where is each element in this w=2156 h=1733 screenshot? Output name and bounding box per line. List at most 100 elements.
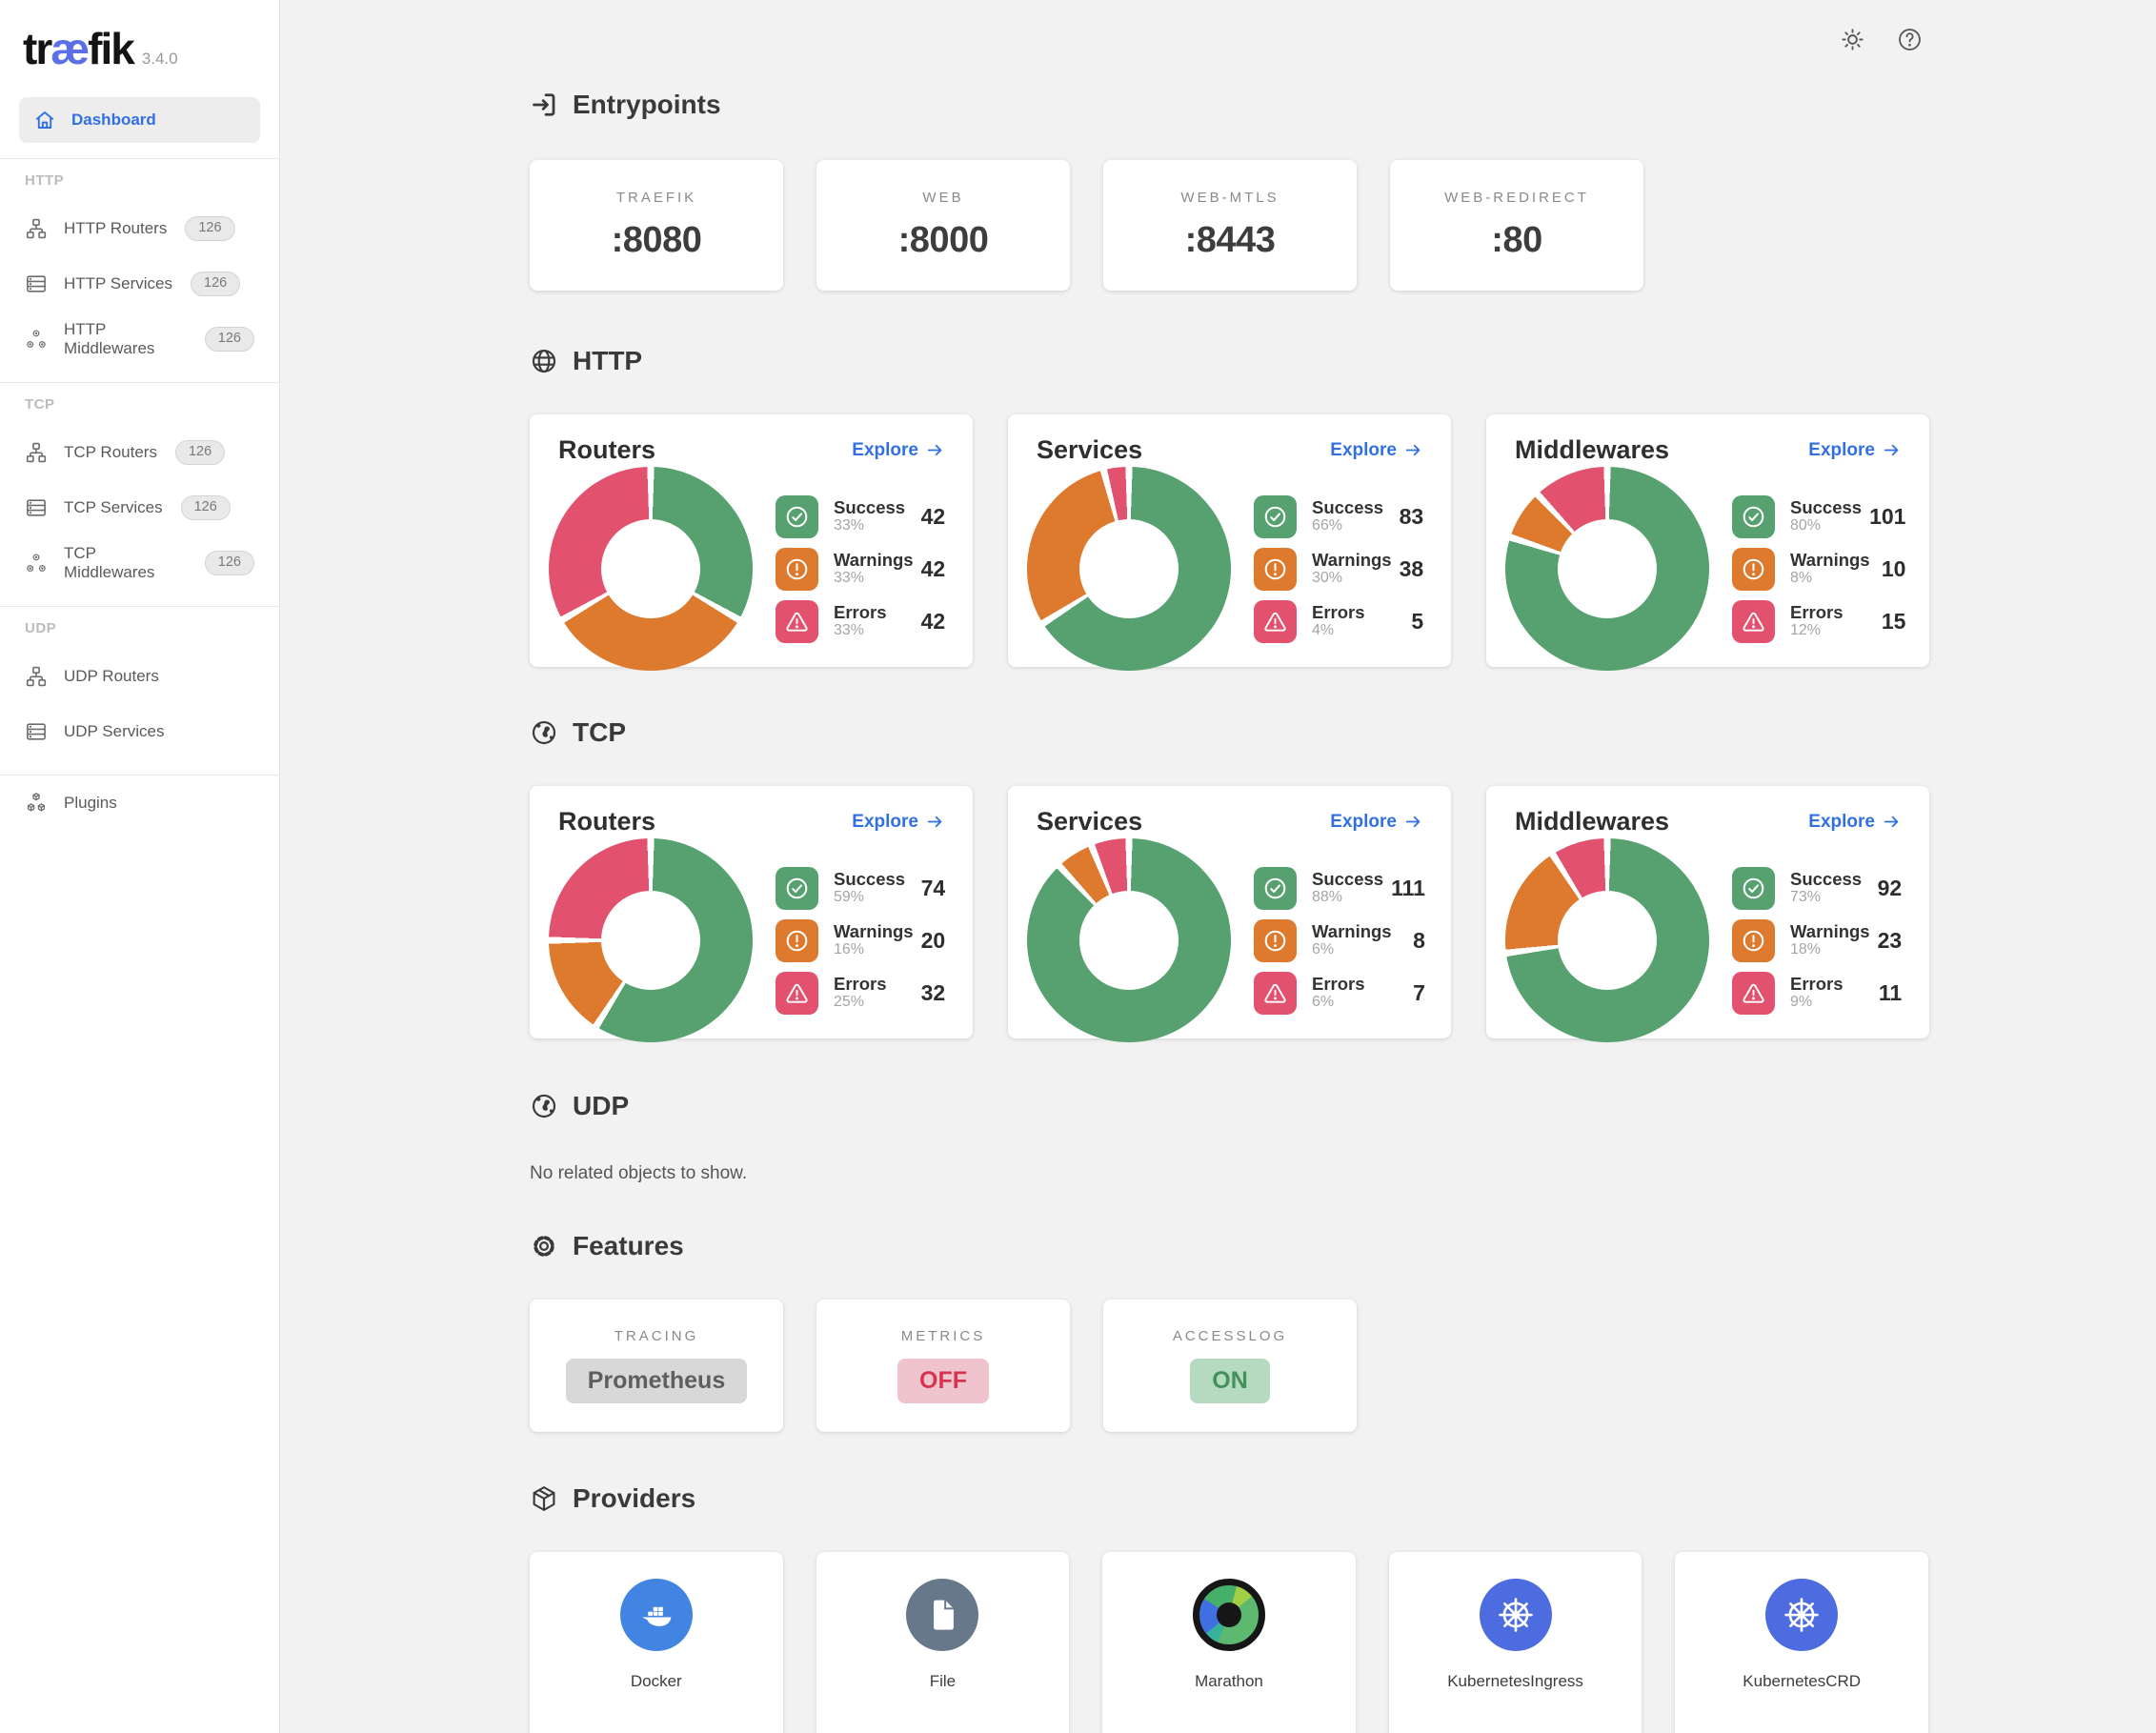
sidebar: træfik 3.4.0 Dashboard HTTP HTTP Routers… — [0, 0, 280, 1733]
entrypoint-card: WEB-MTLS :8443 — [1103, 160, 1357, 291]
explore-link[interactable]: Explore — [852, 812, 944, 833]
stat-value: 5 — [1411, 608, 1424, 634]
sidebar-item[interactable]: HTTP Services 126 — [0, 256, 279, 312]
section-title: Features — [573, 1231, 684, 1260]
stat-label: Errors — [834, 601, 887, 622]
stat-value: 38 — [1399, 555, 1424, 581]
provider-name: KubernetesIngress — [1447, 1672, 1583, 1690]
routers-icon — [25, 441, 48, 464]
stat-value: 23 — [1877, 927, 1903, 953]
count-badge: 126 — [204, 551, 254, 575]
legend-row: Warnings 16% 20 — [776, 918, 945, 962]
explore-link[interactable]: Explore — [1330, 440, 1422, 461]
sidebar-item[interactable]: HTTP Routers 126 — [0, 201, 279, 256]
stat-label: Success — [1790, 496, 1863, 517]
error-triangle-icon — [1732, 971, 1775, 1015]
count-badge: 126 — [180, 495, 231, 520]
provider-name: File — [929, 1672, 957, 1690]
chart-legend: Success 73% 92 Warnings 18% 23 Errors 9%… — [1732, 866, 1903, 1015]
sidebar-item[interactable]: UDP Services — [0, 704, 279, 759]
stat-label: Warnings — [834, 549, 914, 570]
http-section-header: HTTP — [530, 346, 1928, 376]
warning-circle-icon — [1732, 547, 1775, 591]
donut-chart — [1027, 467, 1231, 671]
error-triangle-icon — [776, 971, 818, 1015]
sidebar-item[interactable]: UDP Routers — [0, 649, 279, 704]
explore-link[interactable]: Explore — [852, 440, 944, 461]
stat-label: Warnings — [1312, 920, 1392, 941]
card-title: Routers — [558, 435, 656, 464]
divider — [0, 158, 279, 159]
explore-link[interactable]: Explore — [1808, 440, 1901, 461]
stat-value: 111 — [1391, 875, 1425, 900]
entrypoint-name: WEB-REDIRECT — [1444, 190, 1589, 206]
legend-row: Warnings 30% 38 — [1254, 547, 1424, 591]
entrypoint-card: TRAEFIK :8080 — [530, 160, 783, 291]
legend-row: Errors 25% 32 — [776, 971, 945, 1015]
stat-label: Errors — [1790, 973, 1844, 994]
stat-value: 42 — [920, 503, 946, 529]
stat-card: Services Explore Success 66% 83 Warnings… — [1008, 414, 1451, 671]
sidebar-item-plugins[interactable]: Plugins — [0, 776, 279, 831]
stat-percent: 16% — [834, 941, 865, 958]
sidebar-item[interactable]: TCP Routers 126 — [0, 425, 279, 480]
chart-legend: Success 59% 74 Warnings 16% 20 Errors 25… — [776, 866, 945, 1015]
udp-empty-message: No related objects to show. — [530, 1163, 748, 1183]
legend-row: Success 88% 111 — [1254, 866, 1425, 910]
provider-card: KubernetesIngress — [1388, 1552, 1642, 1733]
stat-percent: 25% — [834, 994, 865, 1011]
sidebar-item[interactable]: HTTP Middlewares 126 — [0, 312, 279, 367]
logo-wordmark: træfik — [23, 24, 135, 73]
sun-icon[interactable] — [1840, 27, 1865, 52]
warning-circle-icon — [1254, 547, 1297, 591]
entrypoint-port: :8080 — [611, 220, 702, 260]
legend-row: Success 59% 74 — [776, 866, 945, 910]
stat-percent: 6% — [1312, 994, 1335, 1011]
file-icon — [906, 1579, 979, 1651]
sidebar-item-dashboard[interactable]: Dashboard — [19, 97, 260, 143]
home-icon — [33, 109, 56, 131]
chart-legend: Success 33% 42 Warnings 33% 42 Errors 33… — [776, 494, 946, 643]
arrow-right-icon — [926, 441, 944, 459]
card-title: Routers — [558, 807, 656, 836]
section-title: TCP — [573, 717, 626, 747]
sidebar-section-label: HTTP — [25, 171, 65, 189]
feature-status-badge: Prometheus — [565, 1358, 748, 1404]
donut-chart — [1505, 838, 1709, 1042]
arrow-right-icon — [1404, 813, 1422, 831]
stat-label: Warnings — [834, 920, 914, 941]
provider-card: KubernetesCRD — [1675, 1552, 1928, 1733]
feature-card: METRICS OFF — [816, 1300, 1070, 1432]
sidebar-item[interactable]: TCP Services 126 — [0, 480, 279, 535]
entrypoint-name: WEB-MTLS — [1180, 190, 1279, 206]
sidebar-item-label: TCP Services — [64, 498, 163, 516]
explore-link[interactable]: Explore — [1808, 812, 1901, 833]
middlewares-icon — [25, 328, 48, 351]
error-triangle-icon — [1254, 599, 1297, 643]
help-icon[interactable] — [1897, 27, 1923, 52]
card-title: Middlewares — [1515, 807, 1670, 836]
entrypoint-card: WEB-REDIRECT :80 — [1390, 160, 1643, 291]
warning-circle-icon — [776, 918, 818, 962]
error-triangle-icon — [1254, 971, 1297, 1015]
explore-link[interactable]: Explore — [1330, 812, 1422, 833]
sidebar-item[interactable]: TCP Middlewares 126 — [0, 535, 279, 591]
check-circle-icon — [776, 866, 818, 910]
stat-label: Errors — [1312, 601, 1365, 622]
warning-circle-icon — [776, 547, 818, 591]
feature-status-badge: ON — [1190, 1358, 1270, 1404]
provider-card: Docker — [530, 1552, 783, 1733]
stat-percent: 6% — [1312, 941, 1335, 958]
arrow-right-icon — [1883, 813, 1901, 831]
stat-percent: 18% — [1790, 941, 1822, 958]
explore-label: Explore — [1330, 439, 1397, 460]
warning-circle-icon — [1732, 918, 1775, 962]
count-badge: 126 — [191, 272, 241, 296]
tcp-section-header: TCP — [530, 717, 1928, 748]
kubernetes-icon — [1765, 1579, 1839, 1651]
stat-value: 42 — [920, 608, 946, 634]
feature-name: ACCESSLOG — [1172, 1327, 1288, 1344]
feature-card: ACCESSLOG ON — [1103, 1300, 1357, 1432]
entrypoint-port: :8000 — [897, 220, 989, 260]
stat-value: 83 — [1399, 503, 1424, 529]
